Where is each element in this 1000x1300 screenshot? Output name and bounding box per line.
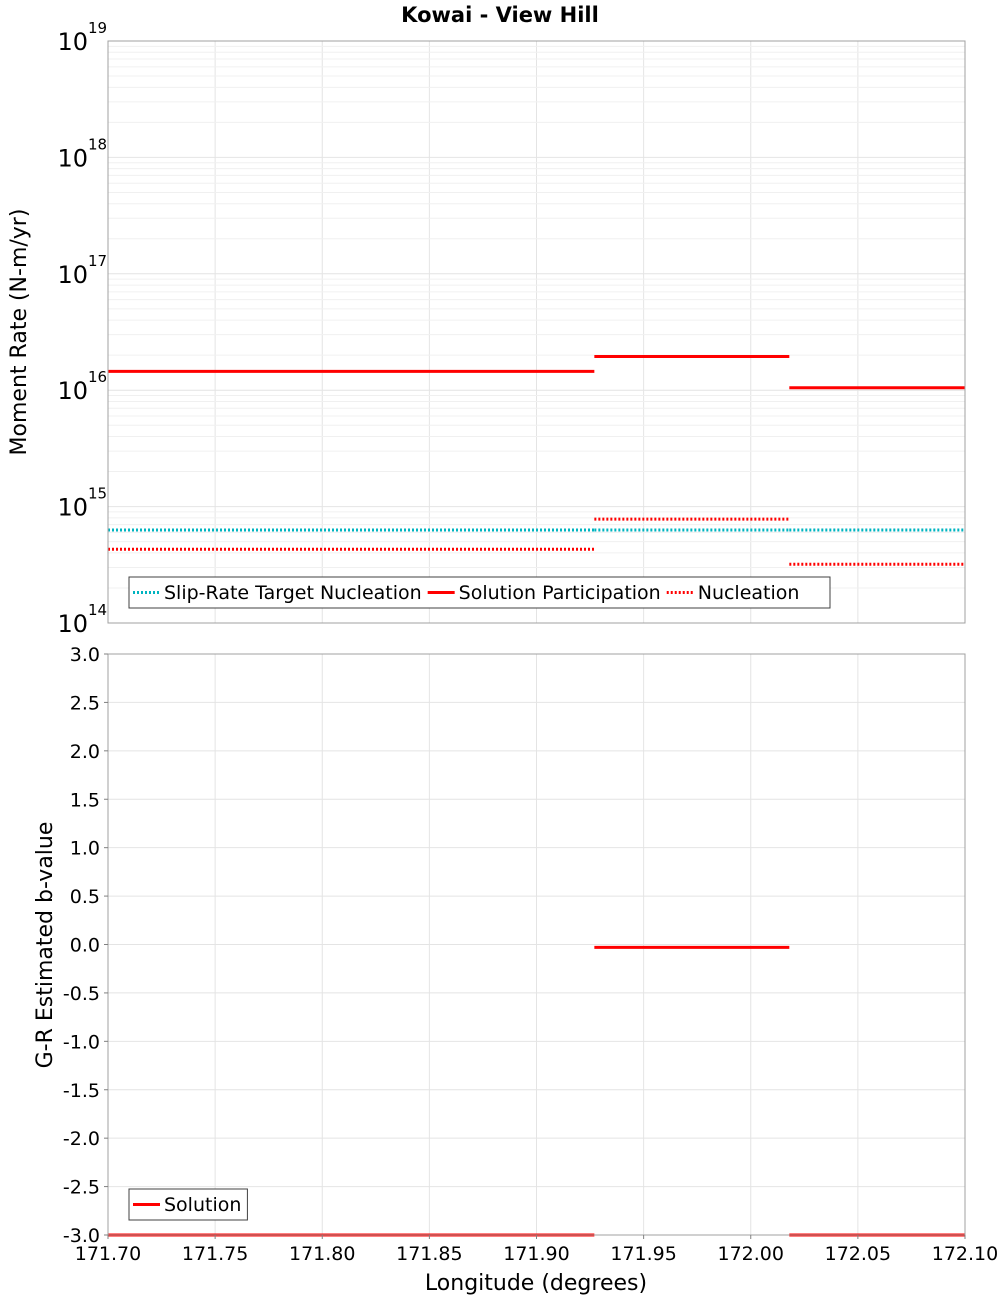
b-value-y-tick-label: 1.0 — [70, 838, 100, 860]
legend-label: Nucleation — [698, 582, 800, 604]
decade-base: 10 — [57, 28, 88, 56]
moment-rate-series-nucleation — [108, 517, 965, 566]
moment-rate-series-solution-participation — [108, 354, 965, 390]
b-value-y-tick-label: -1.0 — [63, 1031, 100, 1053]
b-value-y-tick-label: 2.0 — [70, 741, 100, 763]
x-tick-label: 172.00 — [718, 1243, 784, 1265]
moment-rate-y-tick-label: 10 14 — [57, 601, 107, 638]
decade-base: 10 — [57, 261, 88, 289]
decade-exponent: 15 — [88, 485, 107, 503]
x-tick-label: 172.10 — [932, 1243, 998, 1265]
decade-base: 10 — [57, 610, 88, 638]
decade-base: 10 — [57, 377, 88, 405]
x-tick-label: 172.05 — [825, 1243, 891, 1265]
moment-rate-y-tick-label: 10 15 — [57, 485, 107, 522]
decade-base: 10 — [57, 144, 88, 172]
b-value-y-tick-label: 0.0 — [70, 935, 100, 957]
b-value-y-tick-label: 3.0 — [70, 644, 100, 666]
decade-exponent: 18 — [88, 135, 107, 153]
decade-exponent: 16 — [88, 368, 107, 386]
x-tick-label: 171.80 — [289, 1243, 355, 1265]
b-value-y-tick-label: 1.5 — [70, 789, 100, 811]
moment-rate-y-tick-label: 10 18 — [57, 135, 107, 172]
b-value-y-tick-label: 0.5 — [70, 886, 100, 908]
b-value-legend: Solution — [128, 1188, 248, 1221]
x-tick-label: 171.70 — [75, 1243, 141, 1265]
b-value-y-axis-label: G-R Estimated b-value — [33, 822, 58, 1069]
legend-label: Solution Participation — [459, 582, 661, 604]
b-value-y-tick-label: -3.0 — [63, 1225, 100, 1247]
longitude-x-ticks: 171.70 171.75 171.80 171.85 171.90 171.95 172.… — [75, 1235, 998, 1265]
moment-rate-legend: Slip-Rate Target Nucleation Solution Part… — [128, 576, 831, 609]
b-value-y-tick-label: -1.5 — [63, 1080, 100, 1102]
legend-label: Solution — [164, 1194, 241, 1216]
x-tick-label: 171.85 — [396, 1243, 462, 1265]
b-value-panel: 3.0 2.5 2.0 1.5 1.0 0.5 0.0 -0.5 -1.0 -1.5 -2.0 -2.… — [33, 644, 998, 1296]
moment-rate-frame — [107, 40, 966, 624]
moment-rate-y-tick-label: 10 19 — [57, 19, 107, 56]
moment-rate-y-axis-label: Moment Rate (N-m/yr) — [7, 209, 32, 456]
b-value-y-tick-label: -2.0 — [63, 1128, 100, 1150]
x-tick-label: 171.75 — [182, 1243, 248, 1265]
legend-box — [128, 576, 831, 609]
chart-title: Kowai - View Hill — [401, 3, 599, 27]
decade-exponent: 17 — [88, 252, 107, 270]
legend-label: Slip-Rate Target Nucleation — [164, 582, 422, 604]
b-value-y-tick-label: -2.5 — [63, 1177, 100, 1199]
decade-exponent: 14 — [88, 601, 107, 619]
b-value-y-tick-label: 2.5 — [70, 692, 100, 714]
moment-rate-y-tick-label: 10 16 — [57, 368, 107, 405]
b-value-y-tick-label: -0.5 — [63, 983, 100, 1005]
moment-rate-y-tick-label: 10 17 — [57, 252, 107, 289]
b-value-y-ticks: 3.0 2.5 2.0 1.5 1.0 0.5 0.0 -0.5 -1.0 -1.5 -2.0 -2.… — [63, 644, 108, 1247]
decade-base: 10 — [57, 494, 88, 522]
x-tick-label: 171.95 — [610, 1243, 676, 1265]
x-axis-label: Longitude (degrees) — [425, 1271, 647, 1296]
decade-exponent: 19 — [88, 19, 107, 37]
x-tick-label: 171.90 — [503, 1243, 569, 1265]
moment-rate-series — [108, 354, 965, 566]
